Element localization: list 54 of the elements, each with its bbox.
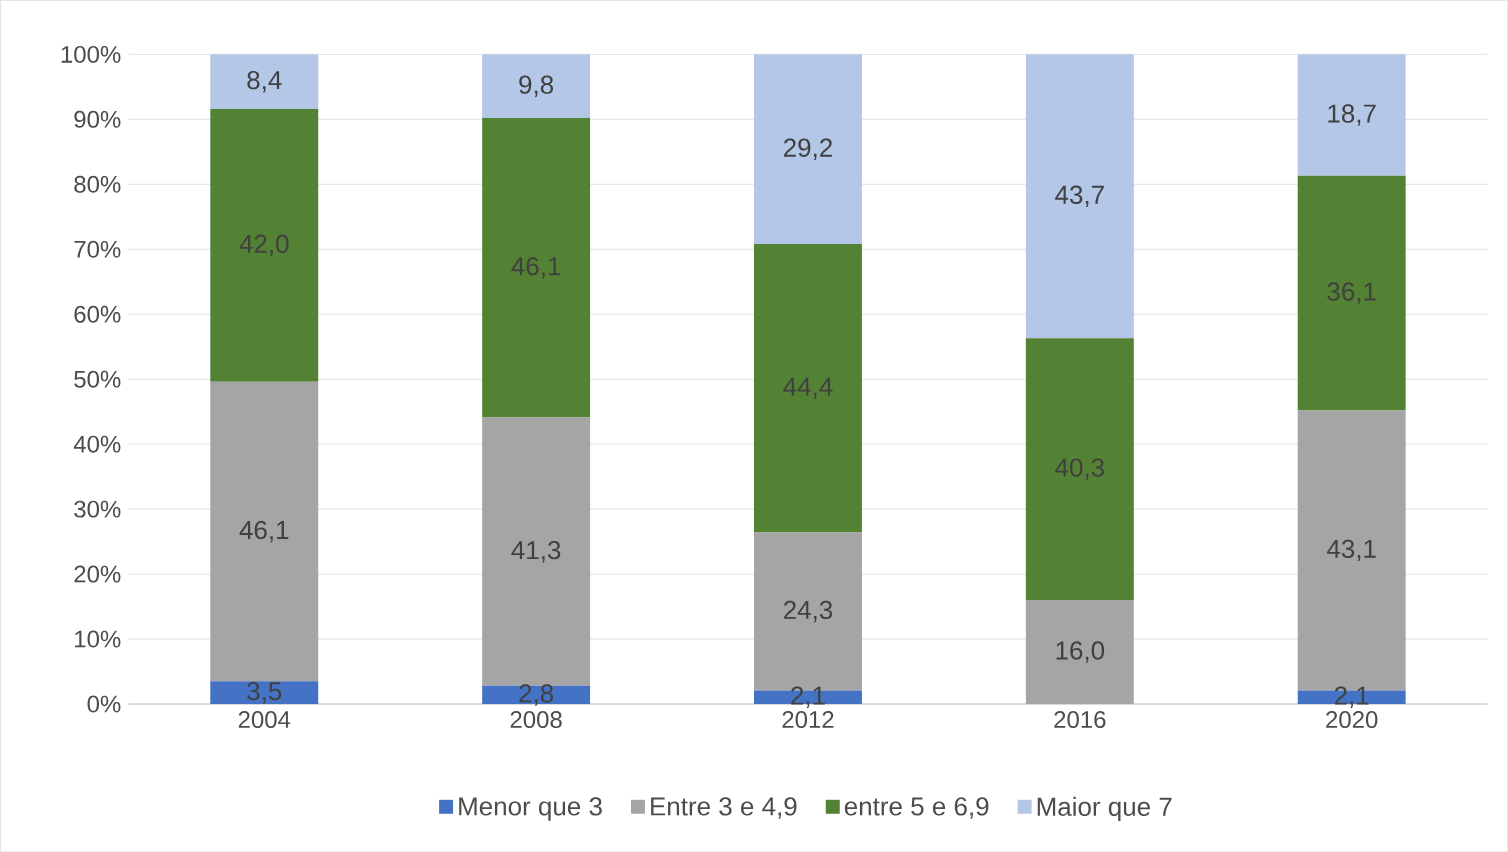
data-label: 2,8	[519, 684, 554, 706]
data-label: 29,2	[784, 138, 832, 160]
x-tick-label: 2016	[1054, 710, 1106, 728]
y-tick-label: 50%	[74, 370, 121, 388]
data-label: 46,1	[511, 256, 561, 279]
data-label: 42,0	[239, 234, 289, 256]
data-label: 2,1	[1334, 686, 1369, 708]
x-tick-label: 2012	[782, 710, 834, 728]
data-label: 9,8	[519, 75, 554, 97]
data-label: 43,7	[1055, 185, 1104, 207]
y-tick-label: 100%	[61, 45, 121, 63]
bar	[210, 54, 319, 109]
data-label: 44,4	[783, 377, 833, 399]
y-tick-label: 10%	[75, 630, 121, 648]
bar	[210, 381, 319, 682]
x-tick-label: 2020	[1326, 710, 1378, 728]
bar	[482, 54, 591, 118]
legend-label: entre 5 e 6,9	[844, 797, 989, 819]
bar	[482, 117, 591, 418]
data-label: 46,1	[239, 520, 289, 543]
y-tick-label: 0%	[87, 695, 121, 713]
data-label: 8,4	[247, 70, 282, 93]
bar	[1025, 599, 1134, 704]
y-tick-label: 90%	[74, 110, 121, 128]
bar	[1297, 54, 1406, 176]
data-label: 41,3	[511, 540, 561, 563]
bar	[1297, 175, 1406, 411]
legend-label: Maior que 7	[1037, 796, 1172, 821]
bar	[1025, 54, 1134, 339]
data-label: 24,3	[784, 600, 833, 623]
data-label: 36,1	[1327, 282, 1376, 304]
bar	[754, 243, 862, 533]
bar	[210, 108, 319, 382]
data-label: 18,7	[1328, 104, 1376, 126]
y-tick-label: 30%	[74, 500, 121, 518]
data-label: 16,0	[1056, 641, 1105, 663]
bar	[210, 681, 319, 704]
bar	[1025, 338, 1134, 600]
y-tick-label: 70%	[74, 240, 121, 258]
x-tick-label: 2008	[510, 710, 562, 728]
y-tick-label: 80%	[74, 175, 121, 193]
bar	[754, 54, 862, 244]
y-tick-label: 20%	[74, 565, 121, 583]
x-tick-label: 2004	[238, 710, 291, 728]
y-tick-label: 40%	[73, 435, 121, 453]
y-tick-label: 60%	[74, 305, 121, 323]
data-label: 2,1	[791, 686, 825, 708]
bar	[482, 417, 591, 686]
data-label: 43,1	[1326, 539, 1376, 561]
legend-label: Menor que 3	[459, 797, 602, 821]
bar	[482, 685, 591, 704]
data-label: 40,3	[1055, 458, 1104, 480]
data-label: 3,5	[247, 681, 282, 704]
legend-label: Entre 3 e 4,9	[651, 797, 797, 819]
